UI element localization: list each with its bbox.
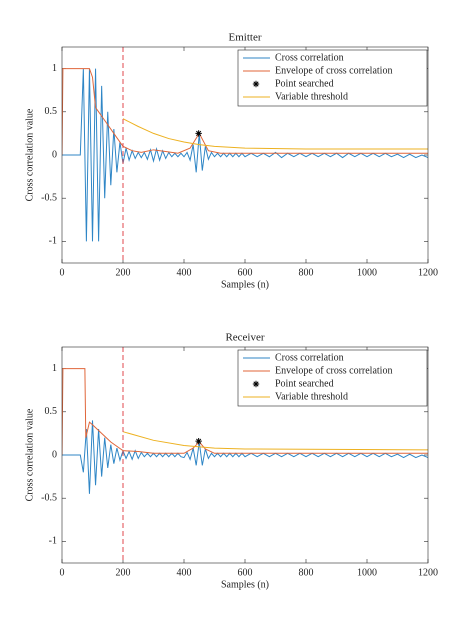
y-tick-label: 1: [52, 63, 57, 74]
y-tick-label: -0.5: [41, 192, 57, 203]
x-tick-label: 0: [60, 267, 65, 278]
x-axis-label: Samples (n): [221, 579, 269, 590]
legend-label: Variable threshold: [275, 391, 348, 402]
legend-label: Envelope of cross correlation: [275, 65, 392, 76]
legend-label: Variable threshold: [275, 91, 348, 102]
subplot: Receiver 0 200 400 600 800 1000 1200 -1 -0.5 0 0.5 1…: [24, 332, 438, 591]
x-tick-label: 800: [299, 267, 314, 278]
y-tick-label: 1: [52, 363, 57, 374]
plot-lines: [62, 68, 428, 242]
legend-label: Point searched: [275, 378, 334, 389]
chart-title: Emitter: [229, 32, 262, 44]
legend: Cross correlation Envelope of cross corre…: [237, 49, 428, 107]
y-tick-label: 0: [52, 449, 57, 460]
chart-title: Receiver: [225, 332, 264, 344]
y-tick-label: 0.5: [45, 106, 58, 117]
point-marker: [195, 130, 202, 137]
series-line: [62, 68, 428, 242]
legend-label: Cross correlation: [275, 52, 344, 63]
y-axis-label: Cross correlation value: [24, 108, 35, 201]
x-axis-label: Samples (n): [221, 279, 269, 290]
y-axis-label: Cross correlation value: [24, 408, 35, 501]
y-tick-label: -0.5: [41, 492, 57, 503]
legend-label: Point searched: [275, 78, 334, 89]
x-tick-label: 1000: [357, 567, 377, 578]
y-tick-label: -1: [49, 236, 57, 247]
y-tick-label: -1: [49, 536, 57, 547]
series-line: [62, 368, 428, 456]
y-tick-label: 0: [52, 149, 57, 160]
y-tick-label: 0.5: [45, 406, 58, 417]
point-marker: [195, 437, 202, 445]
subplot: Emitter 0 200 400 600 800 1000 1200 -1 -0.5 0 0.5 1 S…: [24, 32, 438, 291]
legend-label: Cross correlation: [275, 352, 344, 363]
x-tick-label: 200: [116, 267, 131, 278]
x-tick-label: 400: [177, 267, 192, 278]
x-tick-label: 400: [177, 567, 192, 578]
series-line: [62, 420, 428, 494]
legend-label: Envelope of cross correlation: [275, 365, 392, 376]
x-tick-label: 200: [116, 567, 131, 578]
x-tick-label: 1200: [418, 267, 438, 278]
x-tick-label: 1200: [418, 567, 438, 578]
axes-box: [61, 346, 429, 564]
x-tick-label: 600: [238, 567, 253, 578]
legend: Cross correlation Envelope of cross corre…: [237, 349, 428, 407]
x-tick-label: 0: [60, 567, 65, 578]
legend-marker: [252, 380, 260, 388]
x-tick-label: 600: [238, 267, 253, 278]
legend-marker: [252, 80, 260, 88]
series-line: [122, 431, 428, 451]
x-tick-label: 1000: [357, 267, 377, 278]
plot-lines: [62, 368, 428, 494]
x-tick-label: 800: [299, 567, 314, 578]
series-line: [122, 118, 428, 150]
axes-box: [61, 46, 429, 264]
